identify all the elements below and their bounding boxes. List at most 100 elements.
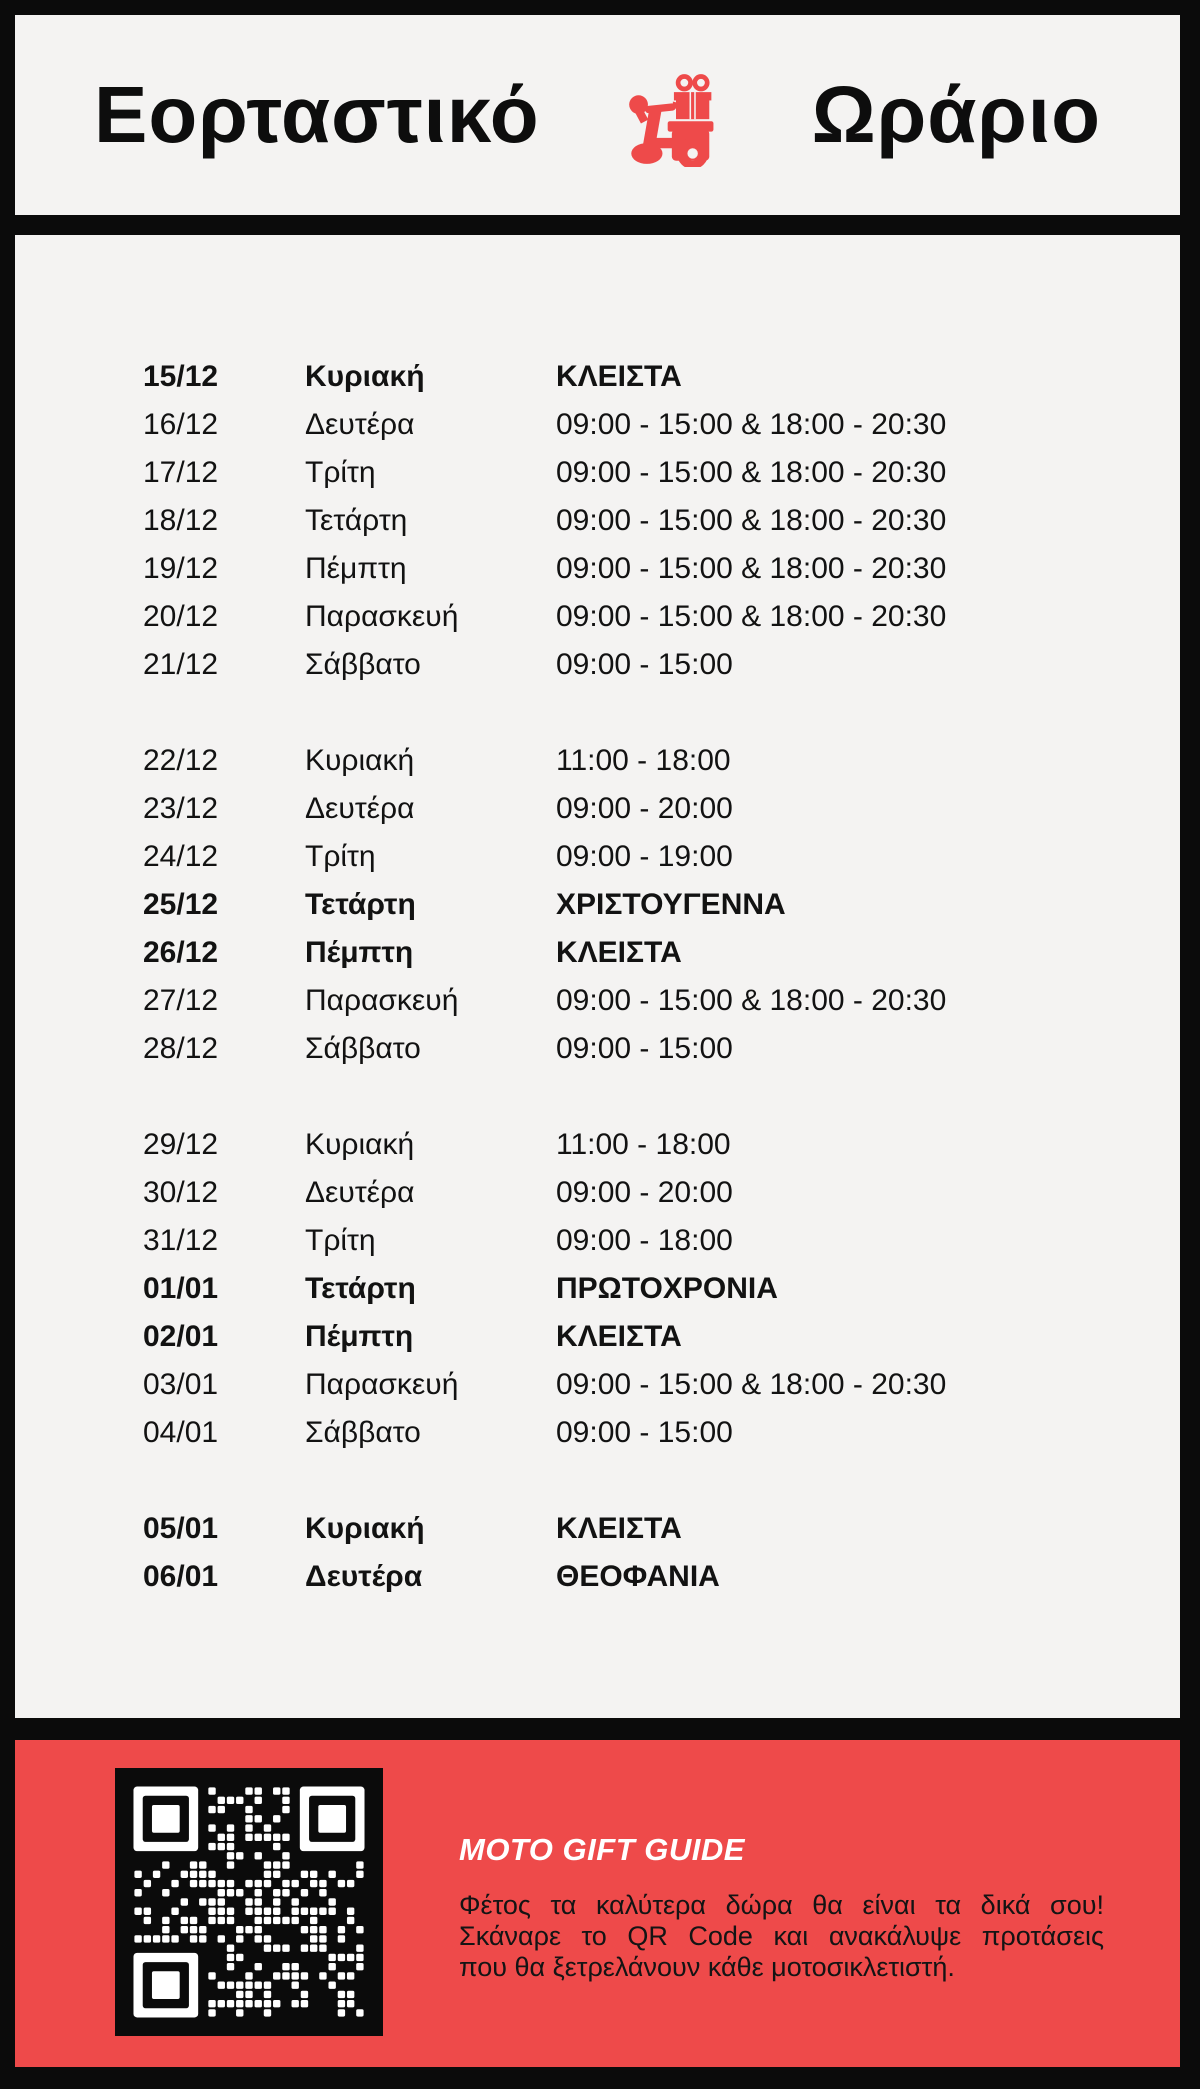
schedule-date: 04/01 [143, 1416, 219, 1449]
schedule-date: 26/12 [143, 936, 219, 969]
schedule-date: 31/12 [143, 1224, 219, 1257]
schedule-date: 03/01 [143, 1368, 219, 1401]
schedule-hours: ΠΡΩΤΟΧΡΟΝΙΑ [556, 1272, 778, 1305]
schedule-row: 18/12 Τετάρτη 09:00 - 15:00 & 18:00 - 20:3… [143, 497, 1180, 545]
schedule-hours: 09:00 - 20:00 [556, 792, 733, 825]
schedule-row: 30/12 Δευτέρα 09:00 - 20:00 [143, 1169, 1180, 1217]
schedule-row: 06/01 Δευτέρα ΘΕΟΦΑΝΙΑ [143, 1553, 1180, 1601]
schedule-date: 30/12 [143, 1176, 219, 1209]
schedule-date: 28/12 [143, 1032, 219, 1065]
footer-title: MOTO GIFT GUIDE [459, 1832, 745, 1867]
schedule-hours: ΚΛΕΙΣΤΑ [556, 1512, 682, 1545]
schedule-row: 15/12 Κυριακή ΚΛΕΙΣΤΑ [143, 353, 1180, 401]
schedule-day: Δευτέρα [305, 792, 415, 825]
schedule-date: 02/01 [143, 1320, 219, 1353]
schedule-row: 27/12 Παρασκευή 09:00 - 15:00 & 18:00 - 20… [143, 977, 1180, 1025]
footer-line: που θα ξετρελάνουν κάθε μοτοσικλετιστή. [459, 1952, 955, 1982]
schedule-day: Πέμπτη [305, 1320, 414, 1353]
schedule-day: Τρίτη [305, 456, 376, 489]
schedule-hours: 09:00 - 15:00 & 18:00 - 20:30 [556, 1368, 947, 1401]
schedule-day: Παρασκευή [305, 1368, 459, 1401]
schedule-date: 18/12 [143, 504, 219, 537]
schedule-day: Κυριακή [305, 744, 415, 777]
schedule-day: Σάββατο [305, 648, 421, 681]
header-band: Εορταστικό [15, 15, 1180, 215]
schedule-date: 22/12 [143, 744, 219, 777]
scooter-gift-icon [628, 74, 714, 167]
schedule-group: 15/12 Κυριακή ΚΛΕΙΣΤΑ 16/12 Δευτέρα 09:00 - 1… [143, 353, 1180, 689]
footer-lines: Φέτος τα καλύτερα δώρα θα είναι τα δικά … [459, 1890, 1104, 1983]
schedule-hours: 09:00 - 15:00 [556, 1416, 733, 1449]
schedule-hours: ΧΡΙΣΤΟΥΓΕΝΝΑ [556, 888, 786, 921]
schedule-day: Δευτέρα [305, 408, 415, 441]
schedule-row: 25/12 Τετάρτη ΧΡΙΣΤΟΥΓΕΝΝΑ [143, 881, 1180, 929]
schedule-hours: ΚΛΕΙΣΤΑ [556, 360, 682, 393]
schedule-day: Κυριακή [305, 1512, 425, 1545]
schedule-day: Τρίτη [305, 840, 376, 873]
schedule-row: 02/01 Πέμπτη ΚΛΕΙΣΤΑ [143, 1313, 1180, 1361]
schedule-row: 31/12 Τρίτη 09:00 - 18:00 [143, 1217, 1180, 1265]
schedule-group: 29/12 Κυριακή 11:00 - 18:00 30/12 Δευτέρα 09:… [143, 1121, 1180, 1457]
footer-band: MOTO GIFT GUIDE Φέτος τα καλύτερα δώρα θ… [15, 1740, 1180, 2067]
schedule-date: 21/12 [143, 648, 219, 681]
schedule-row: 23/12 Δευτέρα 09:00 - 20:00 [143, 785, 1180, 833]
schedule-date: 17/12 [143, 456, 219, 489]
schedule-date: 06/01 [143, 1560, 219, 1593]
schedule-hours: 09:00 - 15:00 & 18:00 - 20:30 [556, 456, 947, 489]
schedule-date: 29/12 [143, 1128, 219, 1161]
schedule-day: Τετάρτη [305, 1272, 416, 1305]
schedule-row: 01/01 Τετάρτη ΠΡΩΤΟΧΡΟΝΙΑ [143, 1265, 1180, 1313]
schedule-group: 05/01 Κυριακή ΚΛΕΙΣΤΑ 06/01 Δευτέρα ΘΕΟΦΑΝΙΑ [143, 1505, 1180, 1601]
schedule-row: 05/01 Κυριακή ΚΛΕΙΣΤΑ [143, 1505, 1180, 1553]
schedule-hours: 09:00 - 15:00 [556, 648, 733, 681]
schedule-date: 23/12 [143, 792, 219, 825]
schedule-day: Τετάρτη [305, 888, 416, 921]
schedule-date: 15/12 [143, 360, 219, 393]
schedule-hours: 09:00 - 15:00 [556, 1032, 733, 1065]
schedule-hours: 09:00 - 15:00 & 18:00 - 20:30 [556, 600, 947, 633]
schedule-row: 22/12 Κυριακή 11:00 - 18:00 [143, 737, 1180, 785]
schedule-hours: 09:00 - 18:00 [556, 1224, 733, 1257]
schedule-date: 01/01 [143, 1272, 219, 1305]
schedule-hours: 09:00 - 15:00 & 18:00 - 20:30 [556, 504, 947, 537]
qr-code [115, 1768, 383, 2036]
schedule-row: 21/12 Σάββατο 09:00 - 15:00 [143, 641, 1180, 689]
schedule-hours: ΚΛΕΙΣΤΑ [556, 1320, 682, 1353]
footer-text-block: MOTO GIFT GUIDE Φέτος τα καλύτερα δώρα θ… [459, 1832, 1104, 2067]
schedule-day: Δευτέρα [305, 1176, 415, 1209]
schedule-day: Κυριακή [305, 360, 425, 393]
schedule-hours: ΘΕΟΦΑΝΙΑ [556, 1560, 720, 1593]
schedule-day: Πέμπτη [305, 936, 414, 969]
schedule-day: Σάββατο [305, 1032, 421, 1065]
schedule-day: Τρίτη [305, 1224, 376, 1257]
schedule-day: Παρασκευή [305, 984, 459, 1017]
footer-line: Σκάναρε το QR Code και ανακάλυψε προτάσε… [459, 1921, 1104, 1951]
schedule-hours: 11:00 - 18:00 [556, 1128, 731, 1161]
schedule-row: 20/12 Παρασκευή 09:00 - 15:00 & 18:00 - 20… [143, 593, 1180, 641]
schedule-hours: 09:00 - 15:00 & 18:00 - 20:30 [556, 984, 947, 1017]
schedule-day: Τετάρτη [305, 504, 408, 537]
schedule-day: Δευτέρα [305, 1560, 423, 1593]
schedule-row: 16/12 Δευτέρα 09:00 - 15:00 & 18:00 - 20:3… [143, 401, 1180, 449]
title-left: Εορταστικό [93, 70, 540, 159]
schedule-panel: 15/12 Κυριακή ΚΛΕΙΣΤΑ 16/12 Δευτέρα 09:00 - 1… [15, 235, 1180, 1718]
schedule-row: 03/01 Παρασκευή 09:00 - 15:00 & 18:00 - 20… [143, 1361, 1180, 1409]
schedule-row: 29/12 Κυριακή 11:00 - 18:00 [143, 1121, 1180, 1169]
schedule-date: 05/01 [143, 1512, 219, 1545]
footer-line: Φέτος τα καλύτερα δώρα θα είναι τα δικά … [459, 1890, 1104, 1920]
schedule-hours: ΚΛΕΙΣΤΑ [556, 936, 682, 969]
schedule-row: 28/12 Σάββατο 09:00 - 15:00 [143, 1025, 1180, 1073]
schedule-hours: 09:00 - 15:00 & 18:00 - 20:30 [556, 408, 947, 441]
schedule-day: Κυριακή [305, 1128, 415, 1161]
schedule-hours: 09:00 - 15:00 & 18:00 - 20:30 [556, 552, 947, 585]
schedule-date: 19/12 [143, 552, 219, 585]
schedule-date: 27/12 [143, 984, 219, 1017]
schedule-date: 20/12 [143, 600, 219, 633]
schedule-date: 24/12 [143, 840, 219, 873]
schedule-date: 25/12 [143, 888, 219, 921]
schedule-table: 15/12 Κυριακή ΚΛΕΙΣΤΑ 16/12 Δευτέρα 09:00 - 1… [143, 353, 1180, 1601]
schedule-hours: 09:00 - 20:00 [556, 1176, 733, 1209]
schedule-row: 26/12 Πέμπτη ΚΛΕΙΣΤΑ [143, 929, 1180, 977]
schedule-hours: 11:00 - 18:00 [556, 744, 731, 777]
